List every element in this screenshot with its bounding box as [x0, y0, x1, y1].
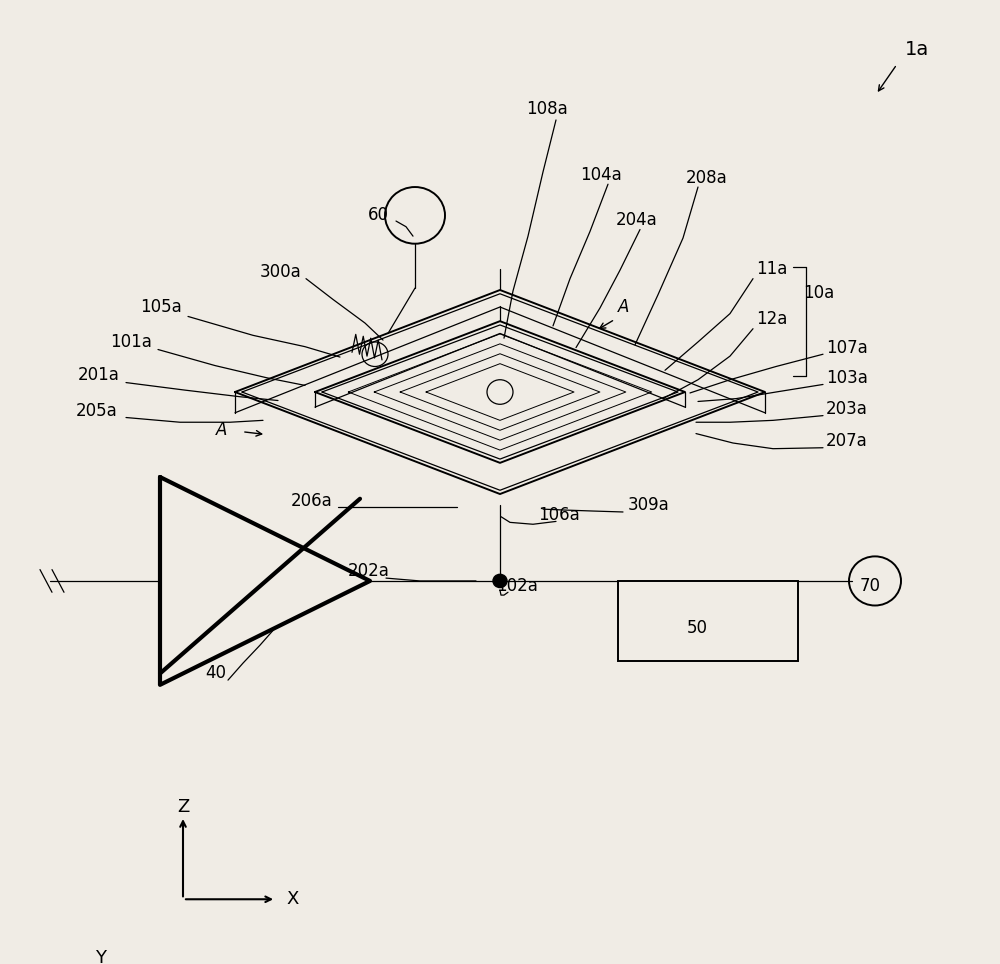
- Bar: [618, 581, 798, 661]
- Text: Y: Y: [95, 949, 106, 964]
- Text: 40: 40: [206, 663, 226, 682]
- Text: 207a: 207a: [826, 432, 868, 450]
- Text: 1a: 1a: [905, 40, 929, 59]
- Text: 10a: 10a: [803, 283, 834, 302]
- Text: A: A: [618, 298, 629, 316]
- Text: 204a: 204a: [616, 211, 658, 229]
- Text: X: X: [286, 891, 298, 908]
- Text: 101a: 101a: [110, 333, 152, 351]
- Text: A: A: [216, 421, 227, 439]
- Text: 104a: 104a: [580, 166, 622, 184]
- Text: 107a: 107a: [826, 338, 868, 357]
- Text: 70: 70: [860, 576, 881, 595]
- Text: 309a: 309a: [628, 496, 670, 515]
- Text: 203a: 203a: [826, 400, 868, 418]
- Text: 300a: 300a: [260, 263, 302, 281]
- Text: 102a: 102a: [496, 576, 538, 595]
- Text: 108a: 108a: [526, 99, 568, 118]
- Text: 11a: 11a: [756, 260, 787, 279]
- Text: 201a: 201a: [78, 366, 120, 384]
- Text: 60: 60: [368, 206, 389, 225]
- Text: 205a: 205a: [76, 402, 118, 420]
- Text: 12a: 12a: [756, 310, 787, 329]
- Text: 103a: 103a: [826, 369, 868, 387]
- Text: 105a: 105a: [140, 298, 182, 316]
- Text: 208a: 208a: [686, 169, 728, 187]
- Circle shape: [493, 575, 507, 587]
- Text: 50: 50: [686, 619, 708, 637]
- Text: Z: Z: [177, 797, 189, 816]
- Text: 202a: 202a: [348, 562, 390, 580]
- Text: 206a: 206a: [291, 492, 333, 510]
- Text: 106a: 106a: [538, 506, 580, 523]
